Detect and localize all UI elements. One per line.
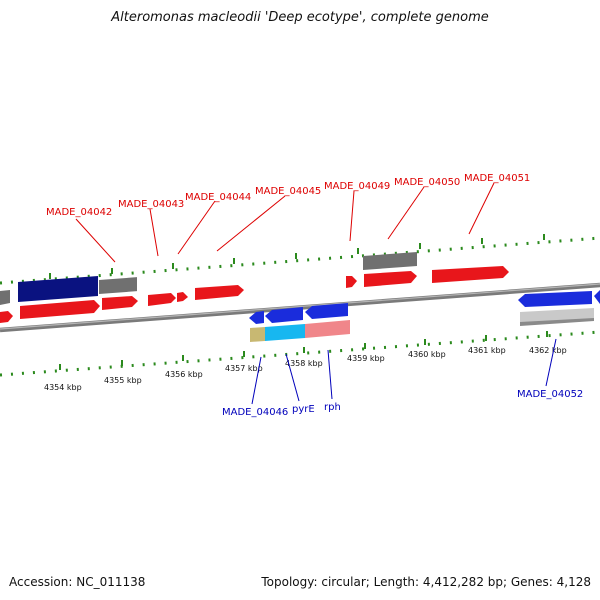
reverse-gene-labels[interactable]: MADE_04046 pyrE rph MADE_04052 [222,389,583,418]
outer-tick-ruler [0,234,600,285]
scale-label: 4355 kbp [104,376,142,385]
gene-feature-grey[interactable] [99,277,137,295]
gene-feature-pink[interactable] [305,320,350,338]
scale-labels: 4354 kbp 4355 kbp 4356 kbp 4357 kbp 4358… [44,346,567,392]
genome-title: Alteromonas macleodii 'Deep ecotype', co… [111,10,489,25]
outer-ruler-dots [0,236,600,285]
inner-tick-ruler [0,330,600,377]
gene-label[interactable]: MADE_04050 [394,177,460,188]
gene-arrow-reverse[interactable] [305,303,348,319]
gene-label[interactable]: MADE_04045 [255,186,321,197]
gene-feature-navy[interactable] [18,275,98,302]
gene-label[interactable]: MADE_04046 [222,407,288,418]
gene-label[interactable]: MADE_04044 [185,192,251,203]
forward-gene-labels[interactable]: MADE_04042 MADE_04043 MADE_04044 MADE_04… [46,173,530,218]
gene-label[interactable]: MADE_04052 [517,389,583,400]
forward-leaders [75,182,495,263]
gene-feature-grey[interactable] [0,290,10,305]
gene-arrow-reverse[interactable] [518,291,592,307]
genome-summary-text: Topology: circular; Length: 4,412,282 bp… [261,575,591,589]
gene-arrow-forward[interactable] [364,271,417,287]
gene-arrow-reverse[interactable] [265,307,303,323]
accession-text: Accession: NC_011138 [9,575,146,589]
gene-arrow-forward[interactable] [195,285,244,300]
gene-arrow-forward[interactable] [102,296,138,310]
gene-arrow-forward[interactable] [177,292,188,302]
gene-arrow-reverse[interactable] [249,311,264,324]
scale-label: 4361 kbp [468,346,506,355]
gene-label[interactable]: MADE_04051 [464,173,530,184]
scale-label: 4359 kbp [347,354,385,363]
scale-label: 4356 kbp [165,370,203,379]
gene-arrow-forward[interactable] [20,300,100,319]
gene-arrow-forward[interactable] [148,293,176,306]
gene-features[interactable] [0,251,600,342]
scale-label: 4360 kbp [408,350,446,359]
gene-arrow-forward[interactable] [346,276,357,288]
inner-ruler-dots [0,330,600,377]
gene-label[interactable]: MADE_04043 [118,199,184,210]
scale-label: 4357 kbp [225,364,263,373]
scale-label: 4362 kbp [529,346,567,355]
gene-label[interactable]: MADE_04049 [324,181,390,192]
gene-arrow-forward[interactable] [432,266,509,283]
gene-feature-cyan[interactable] [265,324,305,341]
scale-label: 4358 kbp [285,359,323,368]
gene-feature-grey[interactable] [363,251,417,270]
scale-label: 4354 kbp [44,383,82,392]
gene-label[interactable]: rph [324,402,341,413]
gene-arrow-forward[interactable] [0,311,13,323]
gene-arrow-reverse[interactable] [594,290,600,304]
gene-label[interactable]: MADE_04042 [46,207,112,218]
gene-label[interactable]: pyrE [292,404,315,415]
gene-feature-olive[interactable] [250,327,265,342]
reverse-leaders [251,338,557,405]
